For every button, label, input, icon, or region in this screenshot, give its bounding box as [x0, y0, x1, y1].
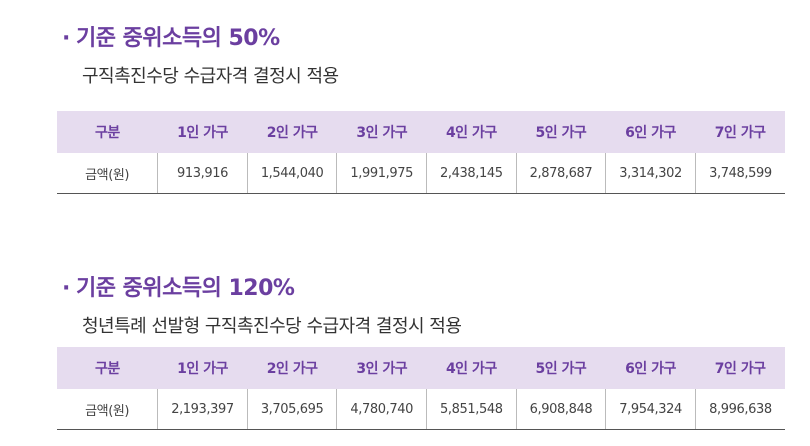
header-6-person: 6인 가구	[605, 111, 696, 153]
header-7-person: 7인 가구	[695, 347, 785, 389]
value-7-person: 3,748,599	[694, 153, 785, 194]
bullet: ·	[62, 26, 70, 51]
value-4-person: 2,438,145	[426, 153, 517, 194]
header-5-person: 5인 가구	[516, 347, 606, 389]
section-subtitle: 구직촉진수당 수급자격 결정시 적용	[82, 66, 339, 87]
value-3-person: 1,991,975	[336, 153, 427, 194]
header-category: 구분	[57, 111, 158, 153]
header-2-person: 2인 가구	[247, 347, 337, 389]
header-1-person: 1인 가구	[157, 111, 248, 153]
header-6-person: 6인 가구	[605, 347, 696, 389]
value-3-person: 4,780,740	[336, 389, 427, 430]
section-subtitle: 청년특례 선발형 구직촉진수당 수급자격 결정시 적용	[82, 316, 462, 337]
table-row: 금액(원) 2,193,397 3,705,695 4,780,740 5,85…	[57, 389, 785, 430]
value-6-person: 3,314,302	[605, 153, 696, 194]
value-2-person: 3,705,695	[246, 389, 337, 430]
title-text: 기준 중위소득의 50%	[76, 26, 280, 51]
header-2-person: 2인 가구	[247, 111, 337, 153]
header-4-person: 4인 가구	[426, 347, 517, 389]
section-title: · 기준 중위소득의 120%	[62, 270, 295, 302]
table-row: 금액(원) 913,916 1,544,040 1,991,975 2,438,…	[57, 153, 785, 194]
header-7-person: 7인 가구	[695, 111, 785, 153]
bullet: ·	[62, 276, 70, 301]
table-header-row: 구분 1인 가구 2인 가구 3인 가구 4인 가구 5인 가구 6인 가구 7…	[57, 347, 785, 389]
header-1-person: 1인 가구	[157, 347, 248, 389]
value-5-person: 2,878,687	[515, 153, 606, 194]
value-4-person: 5,851,548	[426, 389, 517, 430]
row-label: 금액(원)	[57, 153, 158, 194]
header-3-person: 3인 가구	[336, 347, 427, 389]
value-5-person: 6,908,848	[515, 389, 606, 430]
value-2-person: 1,544,040	[246, 153, 337, 194]
header-category: 구분	[57, 347, 158, 389]
title-text: 기준 중위소득의 120%	[76, 276, 295, 301]
section-title: · 기준 중위소득의 50%	[62, 20, 280, 52]
value-1-person: 2,193,397	[157, 389, 248, 430]
value-1-person: 913,916	[157, 153, 248, 194]
value-7-person: 8,996,638	[694, 389, 785, 430]
header-5-person: 5인 가구	[516, 111, 606, 153]
income-table: 구분 1인 가구 2인 가구 3인 가구 4인 가구 5인 가구 6인 가구 7…	[57, 347, 785, 430]
income-table: 구분 1인 가구 2인 가구 3인 가구 4인 가구 5인 가구 6인 가구 7…	[57, 111, 785, 194]
row-label: 금액(원)	[57, 389, 158, 430]
header-3-person: 3인 가구	[336, 111, 427, 153]
table-header-row: 구분 1인 가구 2인 가구 3인 가구 4인 가구 5인 가구 6인 가구 7…	[57, 111, 785, 153]
value-6-person: 7,954,324	[605, 389, 696, 430]
header-4-person: 4인 가구	[426, 111, 517, 153]
